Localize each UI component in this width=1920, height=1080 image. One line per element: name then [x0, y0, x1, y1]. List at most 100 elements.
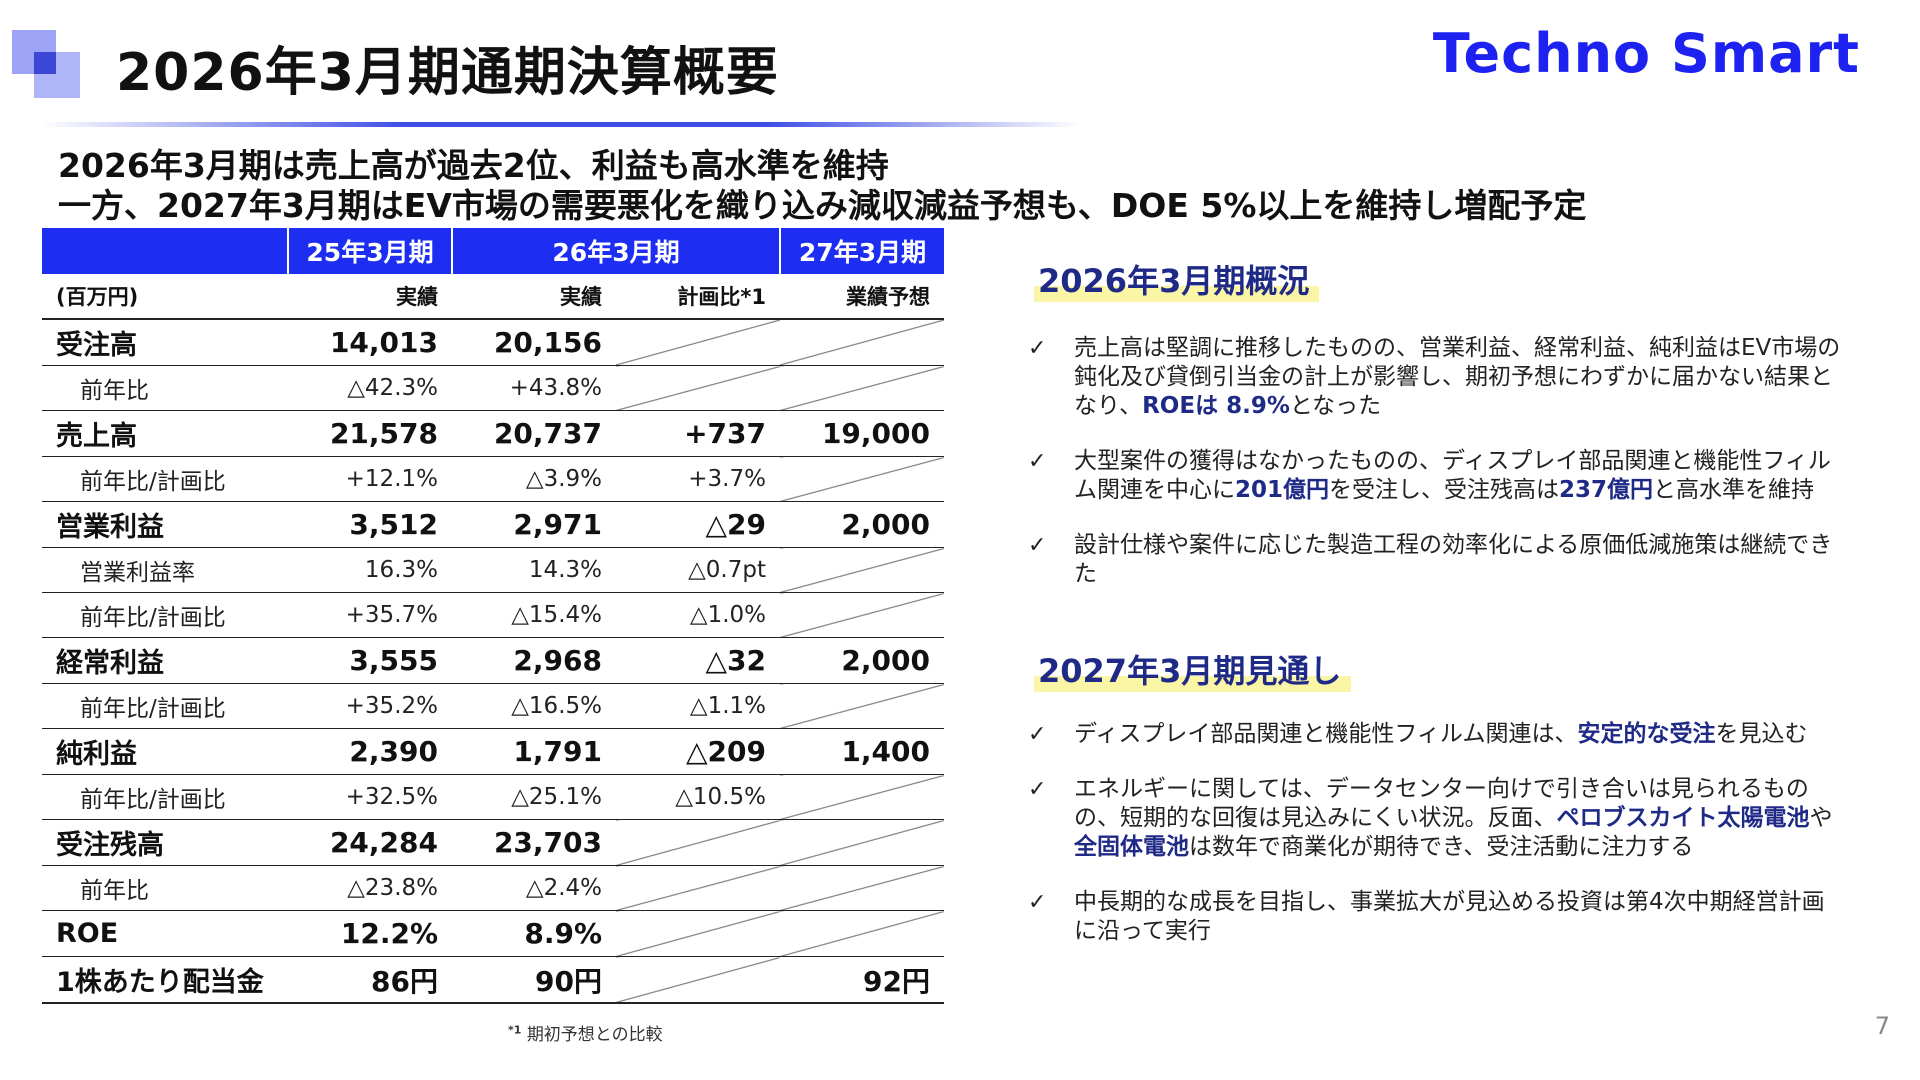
page-number: 7 [1874, 1012, 1890, 1040]
page-title: 2026年3月期通期決算概要 [116, 43, 779, 103]
column-header-fy27-forecast: 業績予想 [780, 274, 944, 320]
table-row-ordinary-profit-ratio: 前年比/計画比 +35.2% △16.5% △1.1% [42, 683, 944, 729]
table-cell: +12.1% [288, 456, 452, 502]
table-cell: △2.4% [452, 865, 616, 911]
column-header-fy25-actual: 実績 [288, 274, 452, 320]
table-cell: △15.4% [452, 592, 616, 638]
row-label: 経常利益 [42, 637, 288, 684]
bullet-emphasis: 201億円 [1235, 477, 1330, 503]
table-cell-blank [616, 319, 780, 366]
table-cell-blank [780, 319, 944, 366]
table-cell-blank [780, 365, 944, 411]
bullet-item: ✓ 大型案件の獲得はなかったものの、ディスプレイ部品関連と機能性フィルム関連を中… [1026, 447, 1846, 505]
period-header-row: 25年3月期 26年3月期 27年3月期 [42, 228, 944, 274]
column-header-row: (百万円) 実績 実績 計画比*1 業績予想 [42, 274, 944, 320]
table-cell: 19,000 [780, 410, 944, 457]
row-label: 受注残高 [42, 819, 288, 866]
table-cell: 24,284 [288, 819, 452, 866]
bullet-text: 中長期的な成長を目指し、事業拡大が見込める投資は第4次中期経営計画に沿って実行 [1074, 889, 1825, 944]
brand-logo: Techno Smart [1432, 22, 1860, 85]
section-heading-fy2027: 2027年3月期見通し [1034, 646, 1352, 696]
table-cell: △10.5% [616, 774, 780, 820]
table-cell: 1,400 [780, 728, 944, 775]
period-header-fy26: 26年3月期 [451, 228, 780, 274]
logo-mark-icon [12, 30, 82, 98]
bullet-emphasis: ペロブスカイト太陽電池 [1556, 805, 1810, 831]
row-label: 受注高 [42, 319, 288, 366]
table-row-net-sales-ratio: 前年比/計画比 +12.1% △3.9% +3.7% [42, 456, 944, 502]
table-cell: +35.2% [288, 683, 452, 729]
table-cell: 2,968 [452, 637, 616, 684]
row-label: 1株あたり配当金 [42, 956, 288, 1004]
row-label: 前年比/計画比 [42, 774, 288, 820]
table-cell: 2,000 [780, 501, 944, 548]
table-cell: 21,578 [288, 410, 452, 457]
table-cell: △25.1% [452, 774, 616, 820]
table-cell-blank [616, 819, 780, 866]
table-cell: △0.7pt [616, 547, 780, 593]
row-label: 売上高 [42, 410, 288, 457]
table-row-net-profit: 純利益 2,390 1,791 △209 1,400 [42, 728, 944, 775]
table-cell: 2,971 [452, 501, 616, 548]
title-underline [40, 122, 1080, 127]
table-cell: △1.1% [616, 683, 780, 729]
footnote: *1 期初予想との比較 [508, 1020, 663, 1045]
period-header-fy25: 25年3月期 [287, 228, 452, 274]
table-cell: 8.9% [452, 910, 616, 957]
check-icon: ✓ [1028, 777, 1047, 802]
table-cell-blank [780, 819, 944, 866]
table-cell: 2,390 [288, 728, 452, 775]
table-row-dividend: 1株あたり配当金 86円 90円 92円 [42, 956, 944, 1004]
table-cell-blank [616, 365, 780, 411]
table-cell: 2,000 [780, 637, 944, 684]
bullet-emphasis: 安定的な受注 [1577, 721, 1716, 747]
table-cell: 14.3% [452, 547, 616, 593]
period-header-fy27: 27年3月期 [779, 228, 944, 274]
table-row-orders-received: 受注高 14,013 20,156 [42, 319, 944, 366]
bullet-text: を受注し、受注残高は [1329, 477, 1560, 503]
check-icon: ✓ [1028, 890, 1047, 915]
row-label: 営業利益 [42, 501, 288, 548]
table-cell-blank [616, 956, 780, 1004]
bullet-text: 大型案件の獲得はなかったものの、ディスプレイ部品関連と機能性フィルム関連を中心に [1074, 448, 1831, 503]
table-cell: 23,703 [452, 819, 616, 866]
table-cell: △209 [616, 728, 780, 775]
section-heading-fy2026: 2026年3月期概況 [1034, 256, 1320, 306]
bullet-list-fy2027: ✓ ディスプレイ部品関連と機能性フィルム関連は、安定的な受注を見込む ✓ エネル… [1026, 720, 1846, 972]
bullet-item: ✓ 設計仕様や案件に応じた製造工程の効率化による原価低減施策は継続できた [1026, 531, 1846, 589]
row-label: 前年比/計画比 [42, 456, 288, 502]
row-label: 前年比/計画比 [42, 683, 288, 729]
footnote-text: 期初予想との比較 [526, 1025, 663, 1045]
column-header-vs-plan: 計画比*1 [616, 274, 780, 320]
table-cell: △1.0% [616, 592, 780, 638]
table-cell-blank [780, 456, 944, 502]
check-icon: ✓ [1028, 722, 1047, 747]
financial-summary-table: 25年3月期 26年3月期 27年3月期 (百万円) 実績 実績 計画比*1 業… [42, 228, 944, 1004]
bullet-text: や [1809, 805, 1833, 831]
bullet-item: ✓ 中長期的な成長を目指し、事業拡大が見込める投資は第4次中期経営計画に沿って実… [1026, 888, 1846, 946]
row-label: 前年比 [42, 365, 288, 411]
bullet-text: と高水準を維持 [1653, 477, 1815, 503]
table-cell: △16.5% [452, 683, 616, 729]
bullet-emphasis: ROEは 8.9% [1142, 393, 1290, 419]
headline-line-1: 2026年3月期は売上高が過去2位、利益も高水準を維持 [58, 146, 889, 185]
bullet-item: ✓ 売上高は堅調に推移したものの、営業利益、経常利益、純利益はEV市場の鈍化及び… [1026, 334, 1846, 421]
table-row-order-backlog-yoy: 前年比 △23.8% △2.4% [42, 865, 944, 911]
table-cell: 3,555 [288, 637, 452, 684]
row-label: 前年比 [42, 865, 288, 911]
bullet-text: を見込む [1715, 721, 1808, 747]
table-cell: +3.7% [616, 456, 780, 502]
check-icon: ✓ [1028, 449, 1047, 474]
table-cell: 12.2% [288, 910, 452, 957]
table-cell: 16.3% [288, 547, 452, 593]
table-row-roe: ROE 12.2% 8.9% [42, 910, 944, 957]
period-header-blank [42, 228, 288, 274]
check-icon: ✓ [1028, 336, 1047, 361]
table-cell: 14,013 [288, 319, 452, 366]
table-cell: 20,737 [452, 410, 616, 457]
table-cell: 90円 [452, 956, 616, 1004]
row-label: 前年比/計画比 [42, 592, 288, 638]
bullet-list-fy2026: ✓ 売上高は堅調に推移したものの、営業利益、経常利益、純利益はEV市場の鈍化及び… [1026, 334, 1846, 615]
headline-line-2: 一方、2027年3月期はEV市場の需要悪化を織り込み減収減益予想も、DOE 5%… [58, 186, 1587, 225]
table-cell: 3,512 [288, 501, 452, 548]
